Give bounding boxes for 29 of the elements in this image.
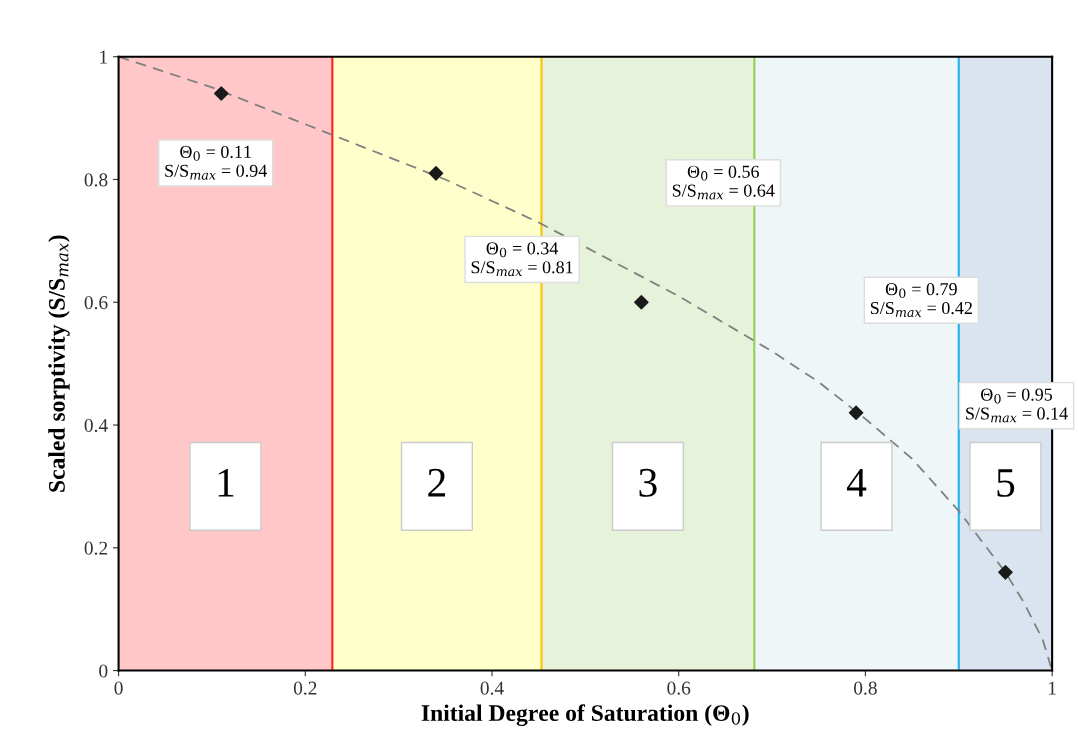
y-tick-label: 1 — [100, 50, 107, 64]
point — [848, 405, 864, 421]
y-tick-label: 0.6 — [84, 296, 108, 310]
band-label: 4 — [846, 469, 867, 497]
x-tick-label: 0.8 — [854, 681, 877, 695]
x-tick-label: 1 — [1048, 681, 1056, 695]
point — [428, 166, 444, 181]
annotation: Θ$_{0}$ = 0.79 S/S$_{max}$ = 0.42 — [870, 283, 972, 317]
x-tick-label: 0.4 — [480, 681, 504, 695]
x-tick-label: 0.6 — [667, 681, 691, 695]
band-label: 2 — [428, 468, 446, 497]
x-axis-title: Initial Degree of Saturation (Θ$_{0}$) — [421, 704, 749, 727]
point — [213, 86, 229, 101]
point — [998, 565, 1013, 580]
y-axis-title: Scaled sorptivity (S/S$_{max}$) — [48, 235, 70, 492]
annotation: Θ$_{0}$ = 0.56 S/S$_{max}$ = 0.64 — [672, 165, 775, 200]
annotation: Θ$_{0}$ = 0.11 S/S$_{max}$ = 0.94 — [165, 145, 267, 180]
band-label: 1 — [218, 468, 234, 497]
annotation: Θ$_{0}$ = 0.95 S/S$_{max}$ = 0.14 — [966, 388, 1068, 423]
annotation: Θ$_{0}$ = 0.34 S/S$_{max}$ = 0.81 — [471, 242, 573, 277]
y-tick-label: 0.8 — [84, 173, 108, 187]
x-tick-label: 0.2 — [293, 681, 317, 695]
y-tick-label: 0 — [99, 664, 108, 678]
x-tick-label: 0 — [114, 681, 123, 695]
band-label: 3 — [639, 468, 657, 497]
band-label: 5 — [997, 469, 1015, 497]
y-tick-label: 0.2 — [84, 541, 108, 555]
point — [634, 294, 649, 310]
y-tick-label: 0.4 — [84, 418, 108, 433]
